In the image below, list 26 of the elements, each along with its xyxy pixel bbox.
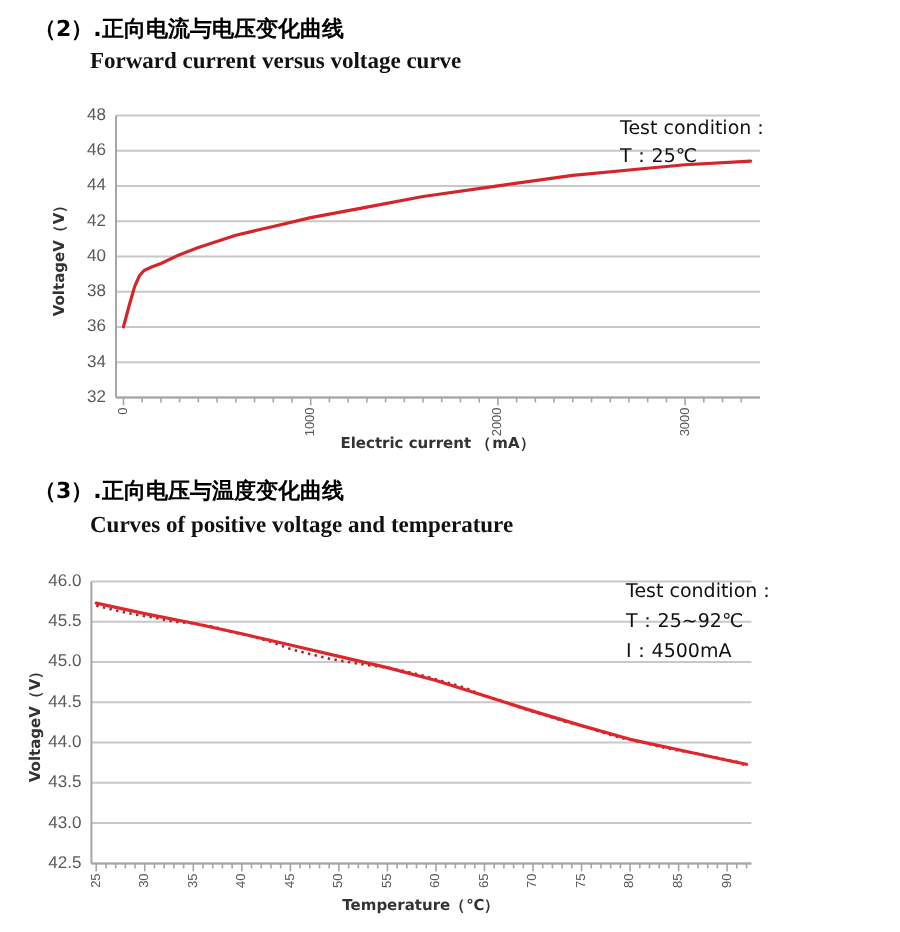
y-tick-label: 38 (87, 280, 107, 301)
chart-title: （2）.正向电流与电压变化曲线 (34, 16, 344, 42)
chart-subtitle: Curves of positive voltage and temperature (90, 514, 514, 538)
y-tick-label: 44.5 (48, 690, 82, 711)
annotation: I：4500mA (626, 641, 733, 663)
y-tick-label: 44.0 (48, 731, 82, 752)
y-tick-label: 42.5 (48, 851, 82, 872)
y-tick-label: 34 (87, 350, 107, 371)
y-tick-label: 42 (87, 209, 107, 230)
y-tick-label: 45.5 (48, 610, 82, 631)
annotation: Test condition： (624, 581, 778, 603)
y-tick-label: 46 (87, 139, 107, 160)
annotation: T：25℃ (618, 146, 698, 168)
y-tick-label: 43.5 (48, 771, 82, 792)
chart-title: （3）.正向电压与温度变化曲线 (34, 478, 344, 504)
y-tick-label: 48 (87, 103, 107, 124)
y-tick-label: 46.0 (48, 569, 82, 590)
y-tick-label: 45.0 (48, 650, 82, 671)
annotation: T：25~92℃ (624, 611, 744, 633)
y-tick-label: 44 (87, 174, 107, 195)
chart-subtitle: Forward current versus voltage curve (90, 50, 462, 74)
annotation: Test condition： (618, 118, 772, 140)
y-tick-label: 43.0 (48, 811, 82, 832)
y-tick-label: 32 (87, 385, 107, 406)
y-tick-label: 36 (87, 315, 107, 336)
y-tick-label: 40 (87, 244, 107, 265)
